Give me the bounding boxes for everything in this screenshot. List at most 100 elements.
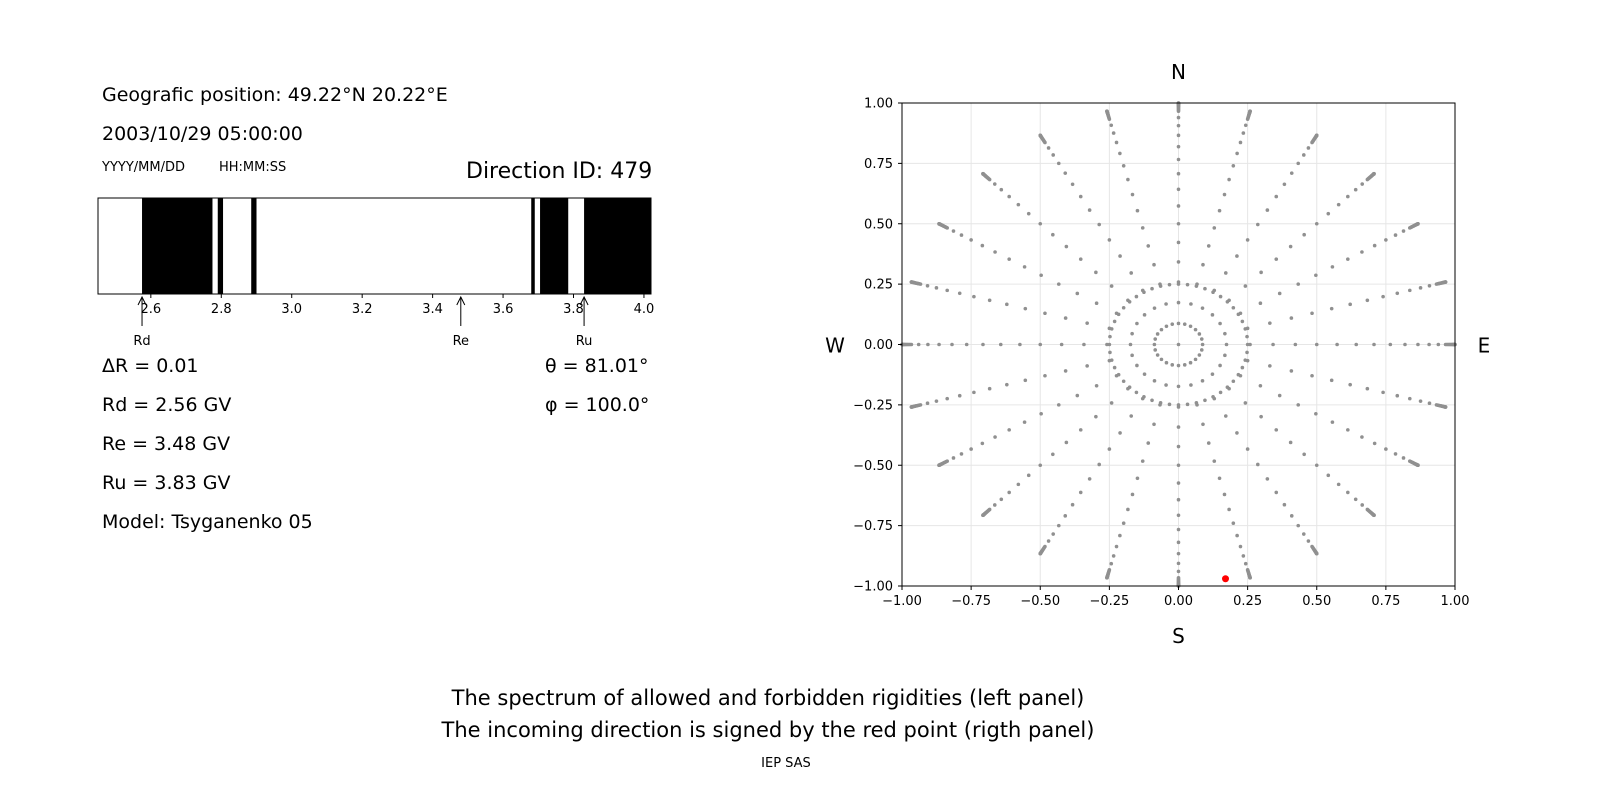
- time-format-label: HH:MM:SS: [219, 160, 287, 175]
- direction-point: [1063, 514, 1068, 518]
- direction-point: [1087, 477, 1092, 481]
- direction-point: [1107, 342, 1112, 347]
- direction-point: [1248, 109, 1252, 114]
- direction-point: [1296, 282, 1301, 286]
- direction-point: [1443, 280, 1448, 284]
- direction-point: [1176, 221, 1181, 226]
- direction-point: [1427, 401, 1432, 406]
- direction-point: [1167, 282, 1172, 287]
- direction-point: [1127, 385, 1132, 389]
- x-tick-label: 1.00: [1441, 594, 1470, 609]
- direction-point: [1176, 444, 1181, 449]
- direction-point: [993, 250, 997, 254]
- direction-point: [1200, 306, 1205, 310]
- direction-point: [1296, 403, 1301, 407]
- direction-point: [1176, 384, 1181, 389]
- direction-point: [1416, 463, 1420, 468]
- direction-point: [987, 386, 992, 391]
- direction-point: [1388, 342, 1393, 347]
- direction-point: [1381, 294, 1385, 299]
- direction-point: [1026, 211, 1031, 216]
- direction-point: [1176, 481, 1181, 485]
- direction-point: [950, 342, 954, 347]
- forbidden-band: [584, 198, 651, 294]
- direction-point: [1150, 286, 1154, 291]
- direction-point: [1274, 257, 1279, 261]
- direction-point: [1108, 334, 1112, 339]
- direction-point: [1194, 401, 1199, 405]
- direction-point: [1142, 372, 1147, 376]
- direction-point: [1059, 342, 1064, 347]
- direction-point: [1293, 342, 1298, 347]
- direction-point: [1225, 385, 1230, 389]
- direction-point: [1231, 379, 1236, 384]
- x-tick-label: 3.6: [493, 302, 514, 317]
- direction-point: [999, 497, 1004, 502]
- direction-point: [1197, 332, 1202, 336]
- direction-point: [1142, 313, 1147, 317]
- marker-arrowhead: [456, 295, 466, 306]
- direction-point: [1064, 244, 1069, 249]
- direction-point: [1121, 305, 1126, 310]
- direction-point: [1176, 425, 1181, 429]
- direction-point: [1206, 244, 1211, 248]
- direction-point: [1289, 514, 1294, 518]
- direction-point: [1170, 363, 1175, 367]
- direction-point: [1353, 497, 1358, 502]
- direction-point: [1140, 459, 1145, 463]
- direction-point: [1078, 257, 1083, 261]
- direction-point: [1336, 202, 1341, 207]
- direction-point: [1176, 497, 1181, 502]
- direction-point: [1075, 393, 1080, 398]
- direction-point: [1259, 414, 1263, 419]
- direction-point: [1018, 342, 1022, 347]
- direction-point: [1159, 327, 1164, 332]
- x-tick-label: 0.00: [1164, 594, 1193, 609]
- direction-point: [1046, 146, 1051, 150]
- direction-point: [1274, 490, 1279, 495]
- caption-line-2: The incoming direction is signed by the …: [441, 718, 1095, 742]
- direction-point: [1152, 262, 1156, 267]
- direction-point: [1152, 306, 1157, 310]
- direction-point: [1158, 284, 1163, 288]
- direction-point: [1197, 353, 1202, 357]
- direction-point: [1005, 302, 1009, 307]
- x-tick-label: −0.75: [951, 594, 991, 609]
- direction-point: [925, 401, 930, 406]
- y-tick-label: 0.00: [864, 338, 893, 353]
- direction-point: [1164, 324, 1169, 329]
- x-tick-label: 3.4: [422, 302, 443, 317]
- caption-line-1: The spectrum of allowed and forbidden ri…: [451, 686, 1085, 710]
- direction-point: [1346, 257, 1350, 261]
- direction-point: [1164, 302, 1168, 306]
- direction-point: [1039, 273, 1043, 278]
- direction-point: [1189, 383, 1193, 387]
- direction-point: [1176, 527, 1181, 532]
- direction-point: [1176, 240, 1181, 245]
- direction-point: [1248, 575, 1252, 580]
- direction-point: [937, 342, 941, 347]
- direction-point: [1109, 358, 1114, 362]
- direction-point: [981, 513, 985, 518]
- direction-point: [1243, 401, 1248, 405]
- direction-point: [1007, 257, 1011, 261]
- direction-point: [1326, 473, 1331, 478]
- direction-point: [1348, 382, 1352, 387]
- y-tick-label: −0.75: [853, 519, 893, 534]
- direction-point: [1407, 288, 1412, 293]
- direction-point: [1274, 428, 1279, 432]
- direction-point: [992, 503, 997, 507]
- direction-point: [1330, 265, 1335, 269]
- direction-point: [1245, 238, 1250, 242]
- direction-id: Direction ID: 479: [466, 159, 653, 184]
- direction-point: [951, 456, 956, 460]
- marker-label: Ru: [576, 334, 593, 349]
- direction-point: [1194, 284, 1199, 288]
- direction-point: [937, 221, 941, 226]
- direction-point: [1078, 194, 1083, 199]
- direction-point: [1164, 360, 1169, 365]
- direction-point: [1314, 551, 1319, 556]
- direction-point: [1384, 447, 1388, 451]
- direction-point: [1051, 452, 1055, 457]
- y-tick-label: 0.50: [864, 217, 893, 232]
